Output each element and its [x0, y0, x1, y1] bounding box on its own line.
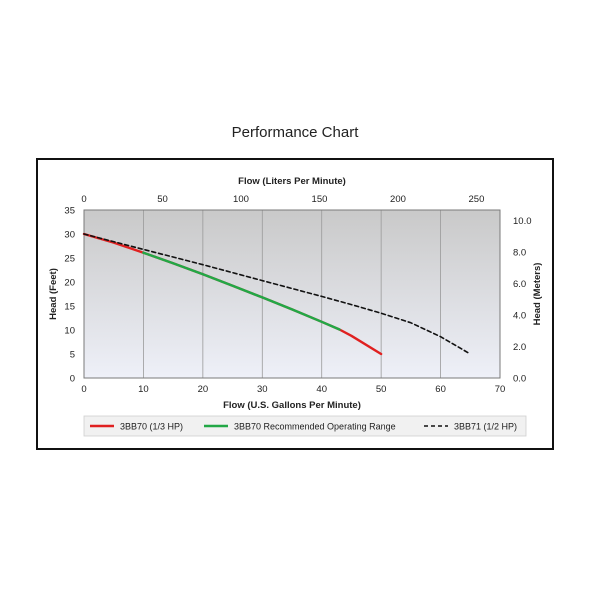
y2-axis-label: Head (Meters)	[532, 263, 543, 326]
plot-border	[83, 209, 501, 379]
x-tick-label: 60	[435, 384, 446, 395]
performance-chart: 0 10 20 30 40 50 60 70 0 50 100 150 200 250 0 5 10 15 20 25…	[48, 176, 543, 437]
x2-tick-label: 250	[469, 194, 485, 205]
x2-tick-label: 50	[157, 194, 168, 205]
x2-tick-label: 150	[312, 194, 328, 205]
plot-area	[84, 210, 500, 378]
y-axis-label: Head (Feet)	[48, 268, 59, 320]
y-tick-label: 35	[64, 206, 75, 217]
x2-tick-label: 100	[233, 194, 249, 205]
y-tick-label: 25	[64, 254, 75, 265]
y2-tick-label: 0.0	[513, 374, 526, 385]
series-line-1	[142, 251, 341, 331]
x-tick-label: 70	[495, 384, 506, 395]
y-tick-label: 30	[64, 230, 75, 241]
x-tick-label: 0	[81, 384, 86, 395]
y2-tick-label: 8.0	[513, 248, 526, 259]
chart-title: Performance Chart	[231, 124, 359, 141]
x-tick-label: 20	[198, 384, 209, 395]
legend-label-0: 3BB70 (1/3 HP)	[120, 422, 183, 432]
x-tick-label: 30	[257, 384, 268, 395]
y2-tick-label: 10.0	[513, 216, 532, 227]
x-tick-label: 40	[316, 384, 327, 395]
y-tick-label: 10	[64, 326, 75, 337]
series-line-2	[83, 233, 472, 355]
y-tick-label: 20	[64, 278, 75, 289]
x-axis-label: Flow (U.S. Gallons Per Minute)	[223, 400, 361, 411]
x2-tick-label: 0	[81, 194, 86, 205]
x-tick-label: 50	[376, 384, 387, 395]
x-tick-label: 10	[138, 384, 149, 395]
x2-tick-label: 200	[390, 194, 406, 205]
y-tick-label: 15	[64, 302, 75, 313]
y-tick-label: 0	[70, 374, 75, 385]
x2-axis-label: Flow (Liters Per Minute)	[238, 176, 346, 187]
legend-label-2: 3BB71 (1/2 HP)	[454, 422, 517, 432]
legend-label-1: 3BB70 Recommended Operating Range	[234, 422, 396, 432]
y2-tick-label: 6.0	[513, 279, 526, 290]
y-tick-label: 5	[70, 350, 75, 361]
legend-box	[83, 415, 527, 437]
y2-tick-label: 4.0	[513, 311, 526, 322]
chart-frame: 0 10 20 30 40 50 60 70 0 50 100 150 200 250 0 5 10 15 20 25…	[36, 158, 554, 450]
y2-tick-label: 2.0	[513, 342, 526, 353]
